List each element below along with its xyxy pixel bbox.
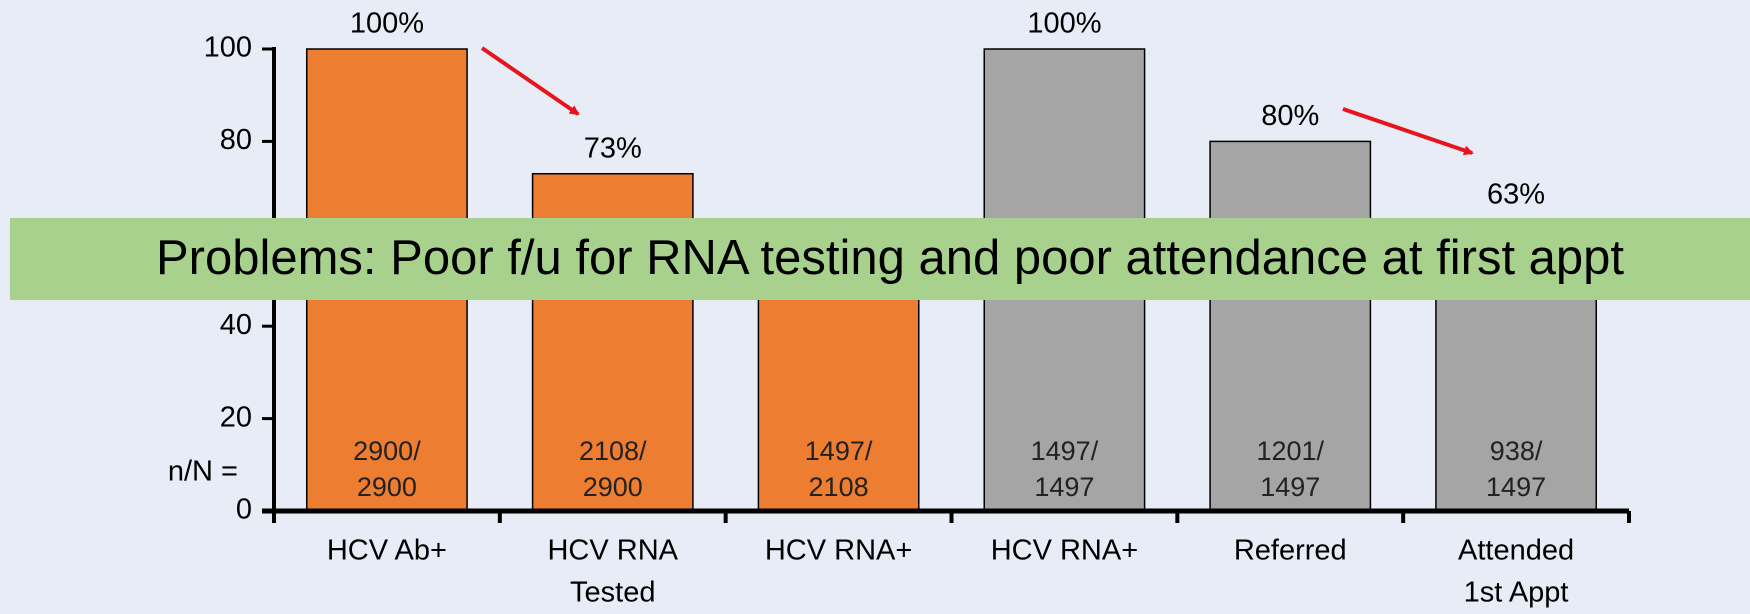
- x-tick-label: 1st Appt: [1464, 577, 1569, 609]
- count-label: 2108: [809, 472, 869, 502]
- x-tick-label: HCV RNA: [547, 535, 678, 567]
- count-label: 1497/: [1031, 436, 1099, 466]
- banner-text: Problems: Poor f/u for RNA testing and p…: [156, 231, 1624, 285]
- y-tick-label: 20: [220, 401, 252, 433]
- y-tick-label: 40: [220, 309, 252, 341]
- arrow: [480, 46, 580, 116]
- value-label: 80%: [1261, 100, 1319, 132]
- x-tick-label: Referred: [1234, 535, 1347, 567]
- count-label: 2900/: [353, 436, 421, 466]
- count-label: 938/: [1490, 436, 1543, 466]
- count-label: 2108/: [579, 436, 647, 466]
- count-label: 1201/: [1256, 436, 1324, 466]
- count-label: 2900: [357, 472, 417, 502]
- x-tick-label: HCV RNA+: [765, 535, 912, 567]
- count-label: 1497: [1260, 472, 1320, 502]
- banner-group: Problems: Poor f/u for RNA testing and p…: [10, 218, 1750, 300]
- count-label: 2900: [583, 472, 643, 502]
- bar: [757, 270, 920, 512]
- y-tick-label: 100: [204, 32, 252, 64]
- count-label: 1497/: [805, 436, 873, 466]
- arrow: [1342, 107, 1474, 156]
- counts-label: n/N =: [168, 456, 238, 488]
- count-label: 1497: [1486, 472, 1546, 502]
- value-label: 63%: [1487, 179, 1545, 211]
- value-label: 100%: [1027, 8, 1101, 40]
- y-tick-label: 0: [236, 494, 252, 526]
- count-label: 1497: [1034, 472, 1094, 502]
- y-tick-label: 80: [220, 124, 252, 156]
- x-tick-label: Attended: [1458, 535, 1574, 567]
- x-tick-label: HCV RNA+: [991, 535, 1138, 567]
- banner: [10, 218, 1750, 300]
- value-label: 100%: [350, 8, 424, 40]
- bar: [1209, 140, 1372, 512]
- x-tick-label: HCV Ab+: [327, 535, 447, 567]
- value-label: 73%: [584, 132, 642, 164]
- x-tick-label: Tested: [570, 577, 655, 609]
